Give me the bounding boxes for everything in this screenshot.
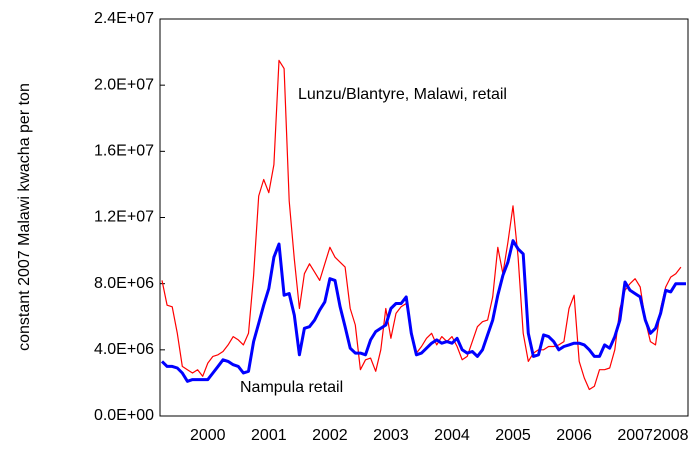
y-tick-label: 4.0E+06 <box>94 341 154 358</box>
series-label: Lunzu/Blantyre, Malawi, retail <box>298 86 507 103</box>
series-label: Nampula retail <box>240 379 343 396</box>
x-tick-label: 2002 <box>312 427 348 444</box>
y-axis-label: constant 2007 Malawi kwacha per ton <box>16 83 33 351</box>
y-tick-label: 1.6E+07 <box>94 143 154 160</box>
x-tick-label: 2008 <box>653 427 689 444</box>
series-line <box>160 239 686 383</box>
x-tick-label: 2005 <box>495 427 531 444</box>
x-tick-label: 2007 <box>617 427 653 444</box>
y-tick-label: 1.2E+07 <box>94 209 154 226</box>
y-tick-label: 2.4E+07 <box>94 10 154 27</box>
x-tick-label: 2004 <box>434 427 470 444</box>
y-tick-label: 8.0E+06 <box>94 275 154 292</box>
x-tick-label: 2003 <box>373 427 409 444</box>
y-tick-label: 2.0E+07 <box>94 76 154 93</box>
x-tick-label: 2001 <box>251 427 287 444</box>
series-line <box>161 59 682 391</box>
x-tick-label: 2000 <box>190 427 226 444</box>
y-tick-label: 0.0E+00 <box>94 407 154 424</box>
plot-frame <box>159 18 689 417</box>
x-tick-label: 2006 <box>556 427 592 444</box>
